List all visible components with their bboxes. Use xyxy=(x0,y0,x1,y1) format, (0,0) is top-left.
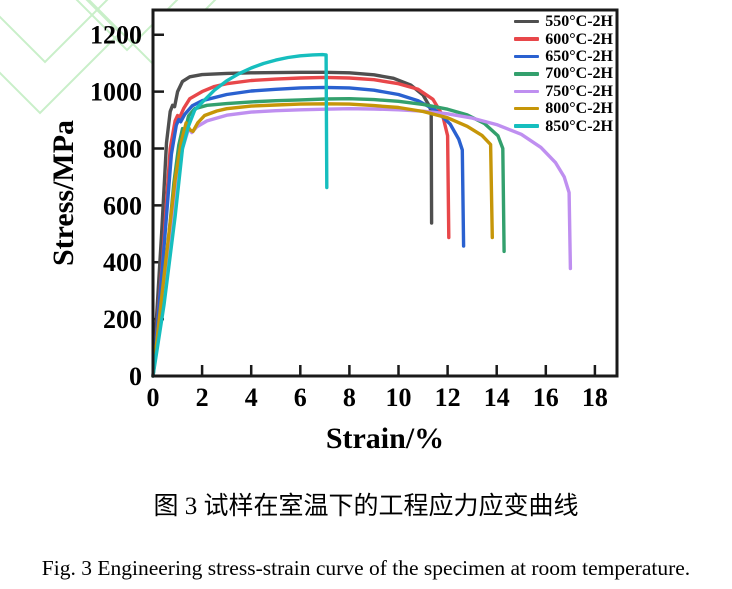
x-tick-label: 18 xyxy=(582,383,608,412)
legend-line-swatch xyxy=(514,54,540,59)
legend-line-swatch xyxy=(514,37,540,41)
legend-label: 650°C-2H xyxy=(545,47,613,65)
plot-area: 0 2 4 6 8 10 12 14 16 18 0 200 400 600 800 1000 1200 xyxy=(90,8,619,412)
legend-label: 750°C-2H xyxy=(545,82,613,100)
legend-item: 650°C-2H xyxy=(514,48,613,65)
x-tick-label: 2 xyxy=(196,383,209,412)
x-tick-label: 6 xyxy=(294,383,307,412)
y-tick-label: 800 xyxy=(103,134,142,163)
caption-english: Fig. 3 Engineering stress-strain curve o… xyxy=(41,556,691,580)
curve-800°C-2H xyxy=(151,102,494,378)
x-tick-label: 0 xyxy=(147,383,160,412)
x-axis-title: Strain/% xyxy=(325,422,445,455)
legend: 550°C-2H 600°C-2H 650°C-2H 700°C-2H 750°C-2H… xyxy=(514,13,613,135)
legend-item: 700°C-2H xyxy=(514,65,613,82)
x-tick-label: 8 xyxy=(343,383,356,412)
y-tick-label: 200 xyxy=(103,305,142,334)
y-tick-label: 600 xyxy=(103,191,142,220)
curve-600°C-2H xyxy=(151,75,451,378)
watermark-diamond xyxy=(75,0,179,52)
legend-line-swatch xyxy=(514,89,540,93)
watermark-diamond xyxy=(0,0,122,115)
legend-line-swatch xyxy=(514,19,540,24)
plot-background xyxy=(153,10,617,376)
legend-label: 550°C-2H xyxy=(545,13,613,31)
y-tick-label: 400 xyxy=(103,248,142,277)
legend-label: 700°C-2H xyxy=(545,65,613,83)
caption-chinese: 图 3 试样在室温下的工程应力应变曲线 xyxy=(153,493,579,520)
legend-item: 750°C-2H xyxy=(514,83,613,100)
legend-line-swatch xyxy=(514,72,540,76)
x-tick-label: 12 xyxy=(435,383,461,412)
plot-frame xyxy=(151,8,619,378)
legend-label: 600°C-2H xyxy=(545,30,613,48)
x-tick-label: 10 xyxy=(386,383,412,412)
y-axis-title: Stress/MPa xyxy=(47,119,80,267)
legend-item: 800°C-2H xyxy=(514,100,613,117)
legend-item: 600°C-2H xyxy=(514,30,613,48)
y-tick-label: 1200 xyxy=(90,21,142,50)
x-tick-label: 14 xyxy=(484,383,510,412)
y-tick-label: 1000 xyxy=(90,78,142,107)
legend-line-swatch xyxy=(514,124,540,128)
x-tick-label: 16 xyxy=(533,383,559,412)
y-tick-label: 0 xyxy=(129,362,142,391)
legend-item: 550°C-2H xyxy=(514,13,613,30)
curve-850°C-2H xyxy=(151,52,329,378)
watermark-diamond xyxy=(0,0,109,64)
legend-item: 850°C-2H xyxy=(514,117,613,135)
legend-label: 850°C-2H xyxy=(545,117,613,135)
legend-label: 800°C-2H xyxy=(545,100,613,118)
x-tick-label: 4 xyxy=(245,383,258,412)
legend-line-swatch xyxy=(514,106,540,111)
